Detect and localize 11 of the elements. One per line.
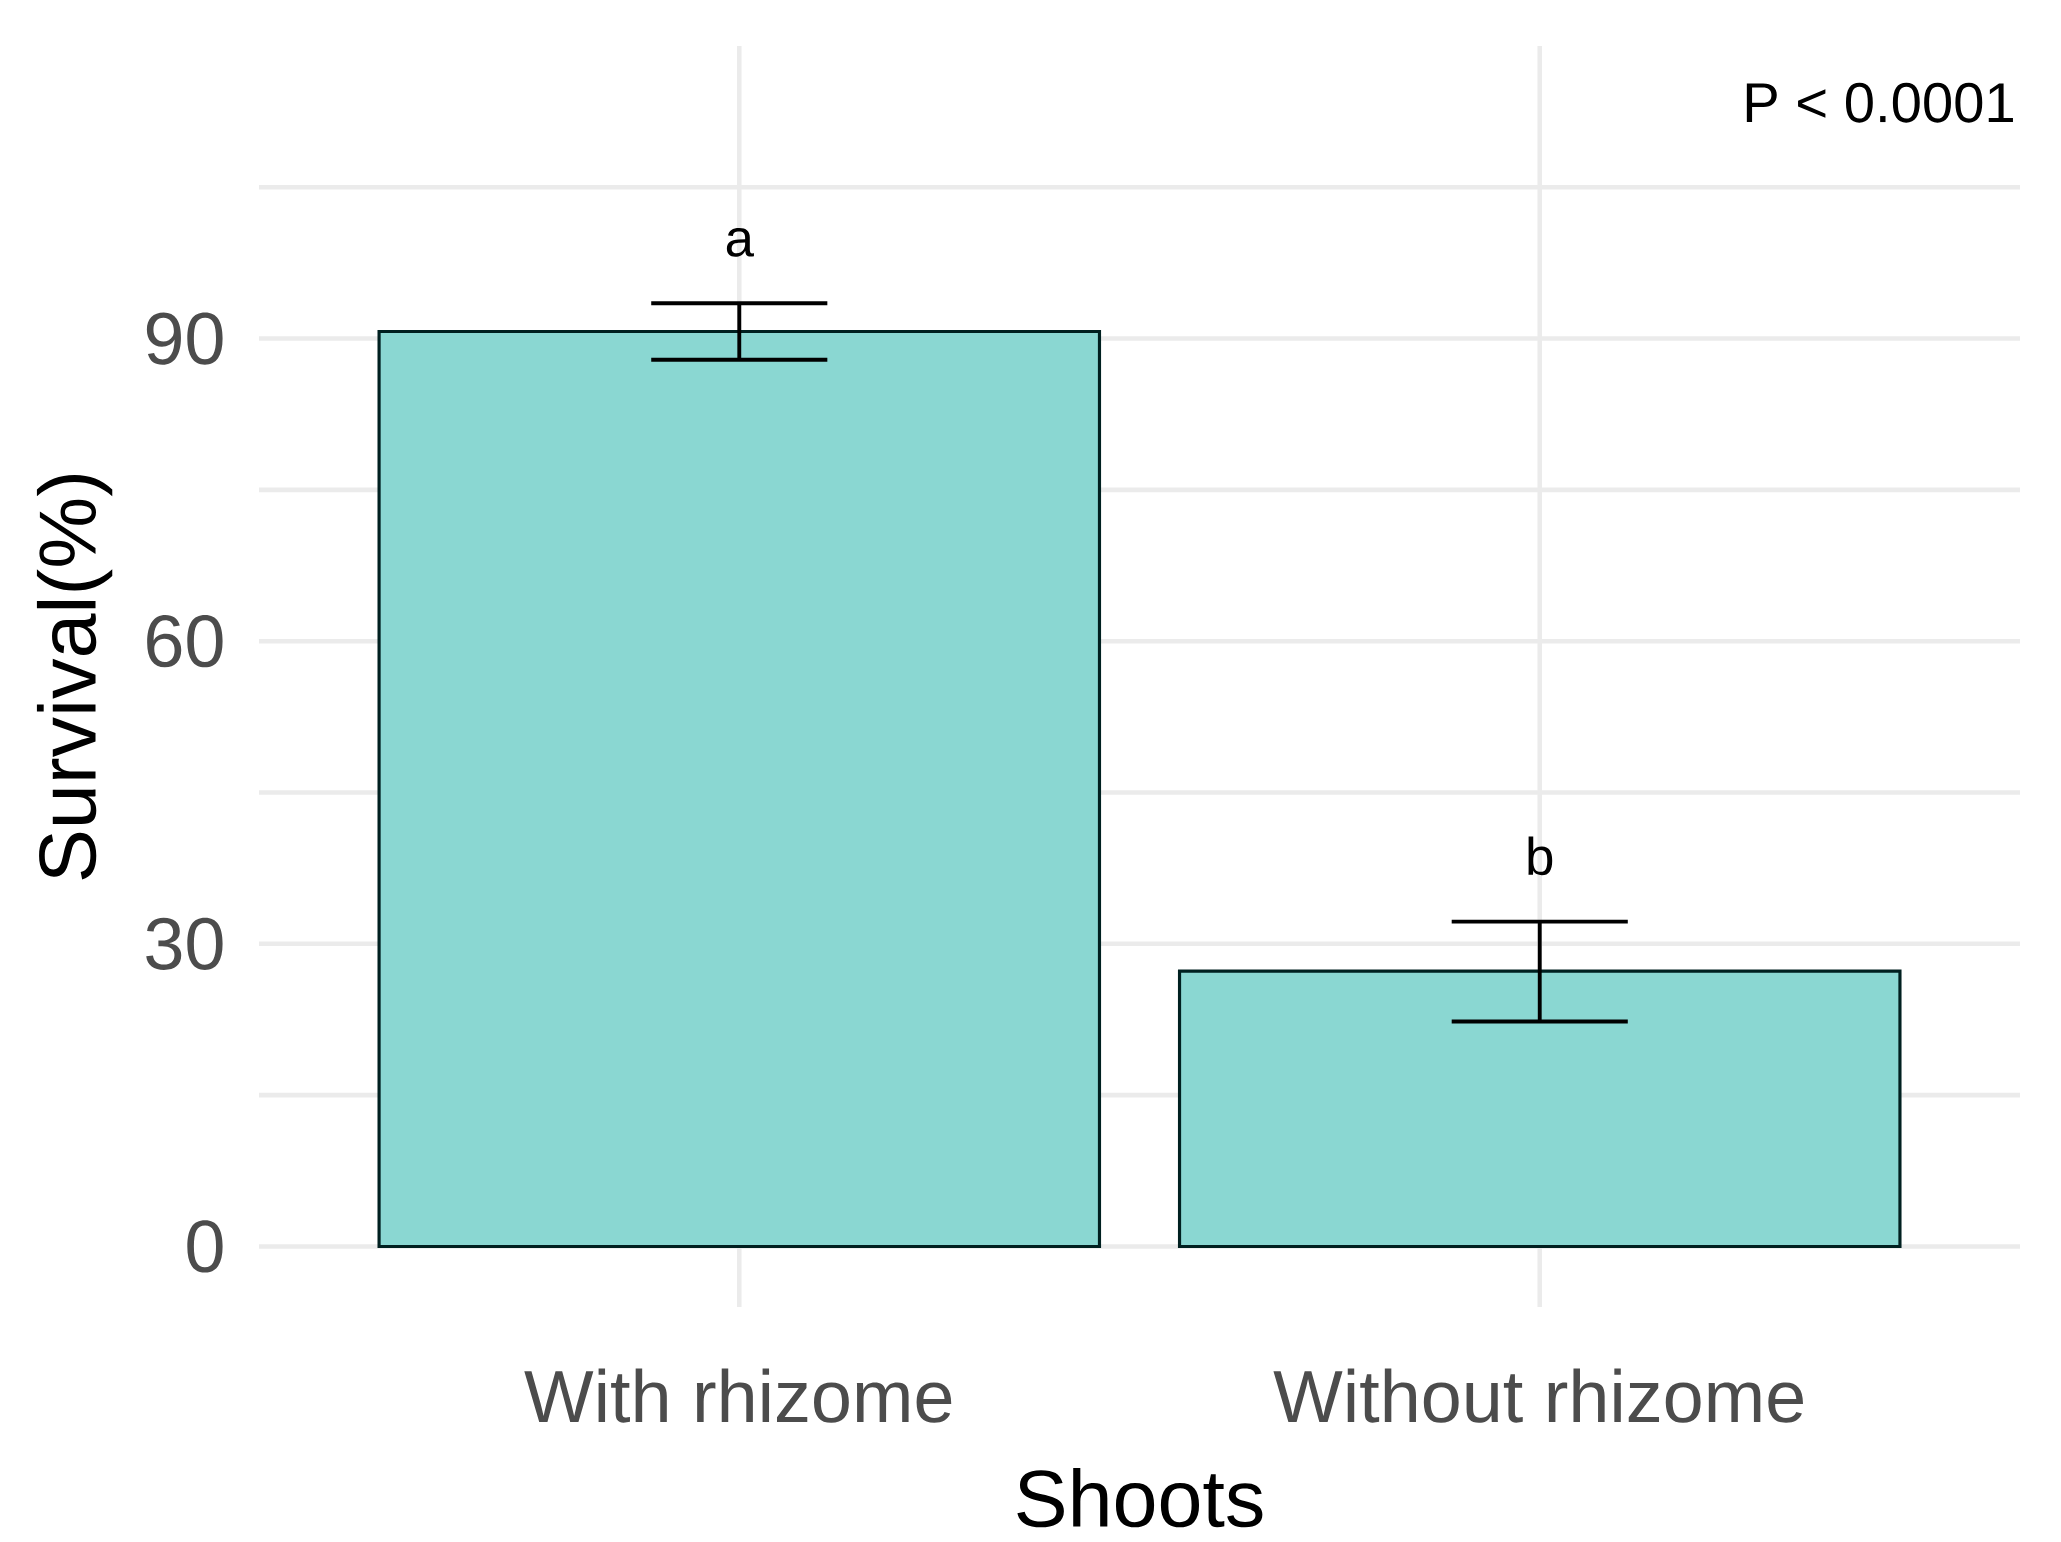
annotation: b <box>1528 836 1553 876</box>
annotation: P < 0.0001 <box>1746 82 2013 123</box>
y-tick-label: 0 <box>187 1220 223 1273</box>
x-tick-label: With rhizome <box>524 1368 952 1423</box>
x-axis-title: Shoots <box>1017 1468 1263 1528</box>
annotation: a <box>726 227 754 257</box>
y-tick-label: 60 <box>147 615 223 668</box>
y-axis-title: Survival(%) <box>36 474 113 880</box>
x-tick-label: Without rhizome <box>1273 1368 1803 1423</box>
y-tick-label: 30 <box>146 917 223 970</box>
y-tick-label: 90 <box>146 312 223 365</box>
